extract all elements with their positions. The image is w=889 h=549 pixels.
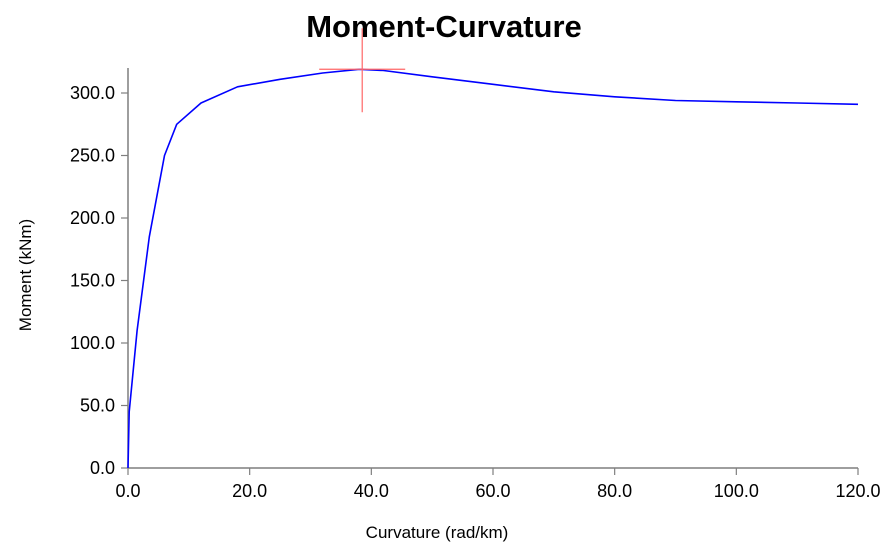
ticks: 0.0 20.0 40.0 60.0 80.0 100.0 120.0 0.0 50.0 100.… xyxy=(70,83,881,501)
axes xyxy=(127,68,858,469)
y-tick-label: 200.0 xyxy=(70,208,115,228)
series-group xyxy=(127,68,859,469)
x-tick-label: 120.0 xyxy=(835,481,880,501)
chart-title: Moment-Curvature xyxy=(306,9,582,44)
y-tick-label: 250.0 xyxy=(70,146,115,166)
x-tick-label: 20.0 xyxy=(232,481,267,501)
y-tick-label: 100.0 xyxy=(70,333,115,353)
x-tick-label: 40.0 xyxy=(354,481,389,501)
x-tick-label: 80.0 xyxy=(597,481,632,501)
x-tick-label: 60.0 xyxy=(475,481,510,501)
y-tick-label: 0.0 xyxy=(90,458,115,478)
x-tick-label: 0.0 xyxy=(115,481,140,501)
x-tick-label: 100.0 xyxy=(714,481,759,501)
y-tick-label: 50.0 xyxy=(80,396,115,416)
y-axis-label: Moment (kNm) xyxy=(16,219,35,331)
y-tick-label: 150.0 xyxy=(70,271,115,291)
x-axis-label: Curvature (rad/km) xyxy=(366,523,509,542)
marker-group xyxy=(319,28,406,113)
y-tick-label: 300.0 xyxy=(70,83,115,103)
moment-curvature-line xyxy=(127,68,859,469)
